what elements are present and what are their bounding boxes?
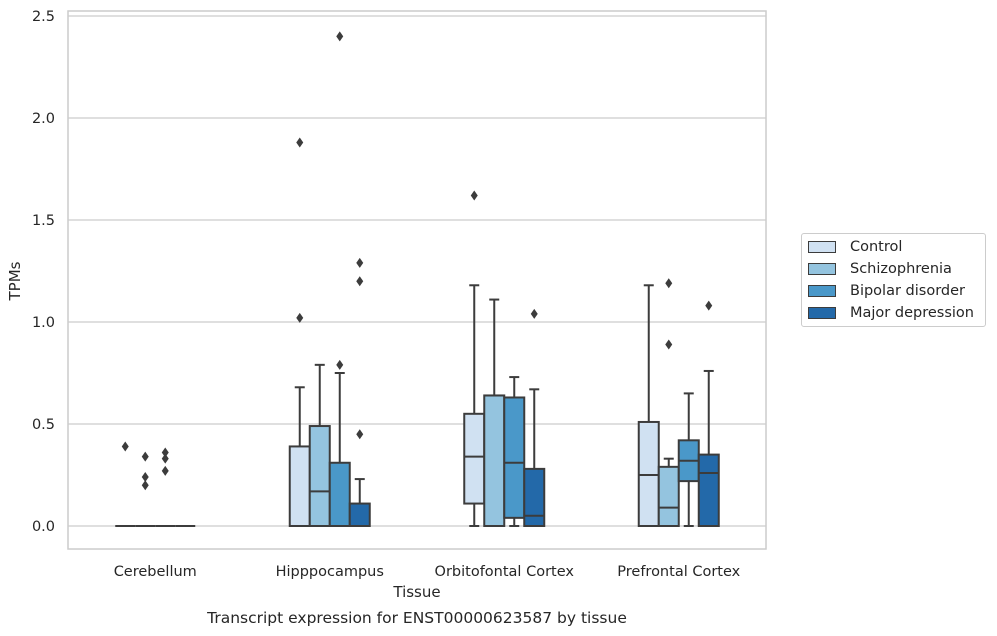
outlier-point [141, 480, 149, 491]
box-schizophrenia [308, 363, 331, 528]
box-body [348, 502, 371, 527]
box-body [483, 394, 506, 527]
box-control [288, 137, 311, 527]
box-body [637, 420, 660, 527]
box-body [328, 461, 351, 528]
chart-caption: Transcript expression for ENST0000062358… [206, 609, 627, 627]
legend-item-control: Control [808, 237, 902, 257]
outlier-point [705, 300, 713, 311]
outlier-point [470, 190, 478, 201]
legend-label-major-depression: Major depression [850, 305, 974, 321]
outlier-point [121, 441, 129, 452]
y-tick-label: 0.5 [32, 417, 55, 433]
legend-item-bipolar-disorder: Bipolar disorder [808, 281, 965, 301]
outlier-point [161, 447, 169, 458]
legend-swatch-bipolar-disorder [808, 285, 836, 297]
outlier-point [356, 276, 364, 287]
box-body [463, 412, 486, 505]
outlier-point [161, 465, 169, 476]
box-major-depression [523, 308, 546, 528]
box-control [115, 441, 136, 527]
legend-label-schizophrenia: Schizophrenia [850, 261, 952, 277]
box-bipolar-disorder [155, 447, 176, 527]
outlier-point [141, 472, 149, 483]
x-tick-labels: Cerebellum Hipppocampus Orbitofontal Corte… [114, 564, 741, 580]
plot-frame [67, 10, 767, 550]
box-body [657, 465, 680, 527]
y-tick-labels: 0.0 0.5 1.0 1.5 2.0 2.5 [32, 9, 55, 535]
x-tick-label: Prefrontal Cortex [617, 564, 740, 580]
x-tick-label: Hipppocampus [276, 564, 384, 580]
box-schizophrenia [483, 298, 506, 527]
box-body [308, 425, 331, 528]
box-bipolar-disorder [503, 376, 526, 527]
box-body [288, 445, 311, 527]
box-major-depression [348, 257, 371, 527]
x-tick-label: Orbitofontal Cortex [435, 564, 575, 580]
box-control [637, 284, 660, 527]
outlier-point [161, 453, 169, 464]
outlier-point [296, 137, 304, 148]
outlier-point [530, 308, 538, 319]
outlier-point [356, 257, 364, 268]
box-schizophrenia [135, 451, 156, 527]
outlier-point [141, 451, 149, 462]
y-axis-label: TPMs [6, 261, 24, 301]
box-schizophrenia [657, 278, 680, 527]
box-bipolar-disorder [328, 31, 351, 528]
legend-swatch-control [808, 241, 836, 253]
outlier-point [336, 359, 344, 370]
box-major-depression [697, 300, 720, 528]
outlier-point [356, 429, 364, 440]
box-body [523, 467, 546, 528]
legend-item-major-depression: Major depression [808, 303, 974, 323]
box-body [697, 453, 720, 528]
y-tick-label: 2.0 [32, 111, 55, 127]
box-control [463, 190, 486, 527]
legend-swatch-schizophrenia [808, 263, 836, 275]
box-body [503, 396, 526, 519]
y-tick-label: 0.0 [32, 519, 55, 535]
x-tick-label: Cerebellum [114, 564, 197, 580]
y-tick-label: 2.5 [32, 9, 55, 25]
legend-label-control: Control [850, 239, 903, 255]
outlier-point [665, 339, 673, 350]
y-tick-label: 1.5 [32, 213, 55, 229]
legend: Control Schizophrenia Bipolar disorder M… [801, 233, 986, 327]
box-bipolar-disorder [677, 392, 700, 527]
x-axis-label: Tissue [392, 583, 440, 601]
box-plot-marks [115, 31, 720, 528]
outlier-point [296, 312, 304, 323]
legend-swatch-major-depression [808, 307, 836, 319]
outlier-point [336, 31, 344, 42]
outlier-point [665, 278, 673, 289]
y-tick-label: 1.0 [32, 315, 55, 331]
grid-lines [68, 15, 766, 527]
legend-item-schizophrenia: Schizophrenia [808, 259, 952, 279]
legend-label-bipolar-disorder: Bipolar disorder [850, 283, 965, 299]
